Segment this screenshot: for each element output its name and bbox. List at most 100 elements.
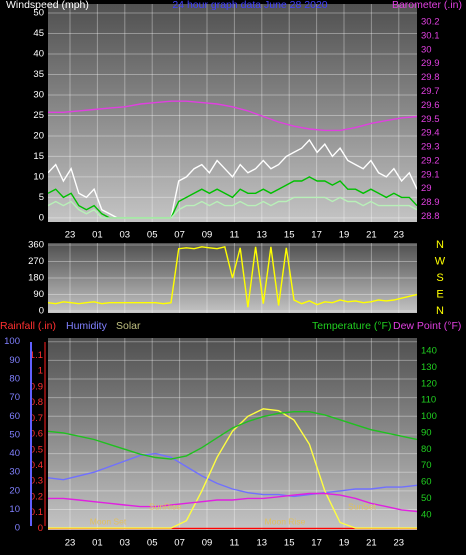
y-tick-label: 45	[33, 28, 44, 39]
y2-tick-label: 140	[421, 346, 437, 357]
legend-entry: Humidity	[66, 320, 108, 332]
y-tick-label: 35	[33, 69, 44, 80]
y2-tick-label: 29.9	[421, 58, 440, 69]
compass-label: S	[436, 272, 443, 284]
y3-tick-label: 0.7	[30, 413, 43, 424]
series-line	[48, 452, 417, 498]
series-line	[48, 138, 417, 219]
x-tick-label: 03	[120, 538, 131, 549]
y-tick-label: 90	[9, 355, 20, 366]
x-tick-label: 07	[174, 230, 185, 241]
y-tick-label: 25	[33, 110, 44, 121]
y-tick-label: 50	[9, 429, 20, 440]
series-line	[48, 196, 417, 219]
y2-tick-label: 30	[421, 44, 432, 55]
chart-label: Windspeed (mph)	[6, 0, 89, 11]
y-tick-label: 30	[33, 89, 44, 100]
compass-label: N	[436, 305, 444, 317]
y2-tick-label: 29.4	[421, 128, 440, 139]
annotation: Moon Set	[90, 516, 127, 526]
y2-tick-label: 29.1	[421, 169, 440, 180]
y-tick-label: 360	[28, 240, 44, 251]
y2-tick-label: 28.8	[421, 211, 440, 222]
annotation: SunSet	[348, 501, 377, 511]
y2-tick-label: 29.3	[421, 142, 440, 153]
y3-tick-label: 0.6	[30, 429, 43, 440]
legend-entry: Solar	[116, 320, 141, 332]
x-tick-label: 05	[147, 538, 158, 549]
y2-tick-label: 120	[421, 378, 437, 389]
y-tick-label: 270	[28, 256, 44, 267]
y-tick-label: 10	[9, 504, 20, 515]
y-tick-label: 100	[4, 336, 20, 347]
x-tick-label: 01	[92, 538, 103, 549]
x-tick-label: 15	[284, 538, 295, 549]
x-tick-label: 15	[284, 230, 295, 241]
y2-tick-label: 30.2	[421, 17, 440, 28]
chart-label: Barometer (.in)	[392, 0, 462, 11]
y2-tick-label: 29.6	[421, 100, 440, 111]
x-tick-label: 11	[229, 538, 239, 549]
x-tick-label: 07	[174, 538, 185, 549]
y2-tick-label: 80	[421, 444, 432, 455]
y2-tick-label: 28.9	[421, 197, 440, 208]
annotation: SunRise	[149, 501, 181, 511]
y2-tick-label: 29.5	[421, 114, 440, 125]
legend-entry: Dew Point (°F)	[393, 320, 461, 332]
annotation: Moon Rise	[265, 516, 306, 526]
x-tick-label: 03	[120, 230, 131, 241]
series-line	[48, 408, 417, 529]
y2-tick-label: 29.8	[421, 72, 440, 83]
y-tick-label: 0	[39, 212, 44, 223]
y-tick-label: 30	[9, 467, 20, 478]
x-tick-label: 13	[257, 538, 268, 549]
y2-tick-label: 60	[421, 477, 432, 488]
y3-tick-label: 0.4	[30, 460, 43, 471]
y2-tick-label: 30.1	[421, 30, 440, 41]
x-tick-label: 23	[394, 538, 405, 549]
y3-tick-label: 0.2	[30, 491, 43, 502]
x-tick-label: 19	[339, 538, 350, 549]
x-tick-label: 11	[229, 230, 239, 241]
y3-tick-label: 0.5	[30, 444, 43, 455]
x-tick-label: 09	[202, 230, 213, 241]
y2-tick-label: 70	[421, 460, 432, 471]
y2-tick-label: 29	[421, 183, 432, 194]
y2-tick-label: 29.2	[421, 155, 440, 166]
y2-tick-label: 130	[421, 362, 437, 373]
x-tick-label: 23	[65, 230, 76, 241]
x-tick-label: 23	[65, 538, 76, 549]
x-tick-label: 05	[147, 230, 158, 241]
y-tick-label: 70	[9, 392, 20, 403]
compass-label: N	[436, 239, 444, 251]
compass-label: E	[436, 288, 443, 300]
plot-background	[48, 4, 417, 222]
y2-tick-label: 110	[421, 395, 436, 406]
chart-label: 24 hour graph data June 28 2020	[172, 0, 327, 11]
y-tick-label: 50	[33, 8, 44, 19]
series-line	[48, 100, 417, 132]
y-tick-label: 0	[39, 305, 44, 316]
x-tick-label: 21	[366, 538, 377, 549]
y2-tick-label: 29.7	[421, 86, 440, 97]
x-tick-label: 19	[339, 230, 350, 241]
y3-tick-label: 1.1	[30, 350, 43, 361]
x-tick-label: 17	[311, 538, 322, 549]
y-tick-label: 10	[33, 171, 44, 182]
y-tick-label: 15	[33, 151, 44, 162]
legend-entry: Rainfall (.in)	[0, 320, 56, 332]
y-tick-label: 20	[9, 485, 20, 496]
y-tick-label: 90	[33, 289, 44, 300]
series-line	[48, 492, 417, 513]
y3-tick-label: 0.1	[30, 507, 43, 518]
y3-tick-label: 0	[38, 523, 43, 534]
y3-tick-label: 0.3	[30, 476, 43, 487]
y-tick-label: 5	[39, 192, 44, 203]
y2-tick-label: 100	[421, 411, 437, 422]
y-tick-label: 40	[9, 448, 20, 459]
y3-tick-label: 1	[38, 366, 43, 377]
series-line	[48, 411, 417, 460]
y3-tick-label: 0.9	[30, 381, 43, 392]
y3-tick-label: 0.8	[30, 397, 43, 408]
